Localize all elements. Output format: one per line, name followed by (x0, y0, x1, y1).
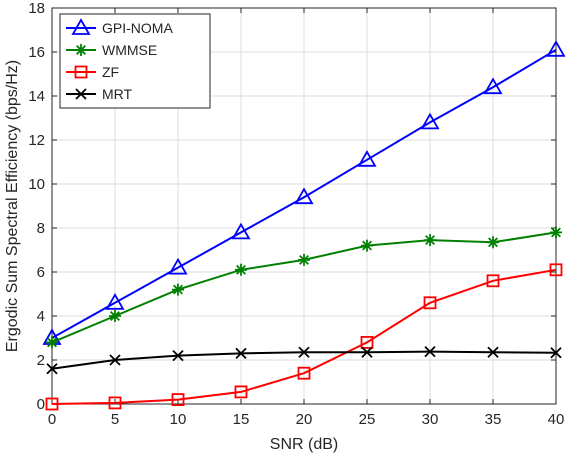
data-point-mrt (424, 346, 436, 358)
data-point-wmmse (361, 239, 373, 252)
data-point-gpi-noma (546, 39, 566, 57)
data-point-mrt (487, 346, 499, 358)
data-point-gpi-noma (168, 257, 188, 275)
series-line-zf (51, 268, 557, 405)
x-tick-label: 25 (359, 411, 376, 428)
x-axis-title: SNR (dB) (270, 436, 338, 453)
series-zf (45, 263, 563, 411)
legend-label-mrt: MRT (102, 86, 133, 102)
y-tick-label: 6 (37, 264, 45, 281)
y-tick-label: 4 (37, 308, 45, 325)
series-line-gpi-noma (51, 48, 557, 339)
y-tick-label: 12 (28, 132, 45, 149)
data-point-wmmse (46, 336, 58, 349)
data-point-mrt (172, 349, 184, 362)
y-tick-label: 18 (28, 0, 45, 17)
x-tick-label: 0 (48, 411, 56, 428)
data-point-zf (549, 263, 563, 277)
y-tick-label: 16 (28, 44, 45, 61)
series-wmmse (46, 226, 562, 349)
data-point-wmmse (109, 310, 121, 322)
legend-marker-wmmse (75, 44, 87, 56)
data-point-mrt (298, 346, 310, 358)
data-point-zf (171, 393, 185, 407)
data-point-mrt (46, 363, 58, 375)
data-point-mrt (361, 346, 373, 358)
data-point-zf (360, 335, 374, 349)
data-point-gpi-noma (294, 187, 314, 205)
data-point-zf (486, 274, 500, 288)
plot-frame (51, 7, 557, 405)
legend-label-zf: ZF (102, 64, 119, 80)
legend-box (59, 13, 211, 109)
x-tick-label: 35 (485, 411, 502, 428)
legend-marker-gpi-noma (71, 18, 91, 35)
data-point-mrt (550, 347, 562, 359)
data-point-zf (234, 385, 248, 399)
data-point-mrt (235, 347, 247, 360)
data-point-wmmse (298, 253, 310, 266)
y-axis-title: Ergodic Sum Spectral Efficiency (bps/Hz) (4, 60, 21, 352)
data-point-wmmse (424, 234, 436, 247)
x-tick-label: 10 (170, 411, 187, 428)
legend-marker-zf (74, 65, 88, 79)
data-point-wmmse (550, 226, 562, 239)
x-tick-label: 20 (296, 411, 313, 428)
x-tick-label: 30 (422, 411, 439, 428)
y-tick-label: 10 (28, 176, 45, 193)
data-point-wmmse (235, 263, 247, 276)
data-point-zf (297, 366, 311, 380)
data-point-mrt (109, 354, 121, 366)
data-point-gpi-noma (483, 77, 503, 95)
data-point-gpi-noma (105, 292, 125, 310)
y-tick-label: 2 (37, 352, 45, 369)
data-point-zf (423, 296, 437, 310)
y-tick-label: 14 (28, 88, 45, 105)
data-point-zf (108, 396, 122, 410)
x-tick-label: 15 (233, 411, 250, 428)
legend-label-wmmse: WMMSE (102, 42, 157, 58)
series-mrt (46, 346, 562, 375)
x-tick-label: 5 (111, 411, 119, 428)
legend-marker-mrt (75, 88, 87, 100)
data-point-zf (45, 397, 59, 411)
legend: GPI-NOMA WMMSE ZF MRT (59, 13, 211, 109)
legend-label-gpi-noma: GPI-NOMA (102, 20, 173, 36)
data-point-gpi-noma (231, 222, 251, 240)
data-point-wmmse (487, 236, 499, 249)
x-tick-label: 40 (548, 411, 565, 428)
series-layer (42, 39, 566, 411)
data-point-gpi-noma (420, 112, 440, 130)
data-point-gpi-noma (357, 149, 377, 167)
y-tick-label: 8 (37, 220, 45, 237)
y-tick-label: 0 (37, 396, 45, 413)
series-gpi-noma (42, 39, 566, 345)
data-point-wmmse (172, 283, 184, 296)
